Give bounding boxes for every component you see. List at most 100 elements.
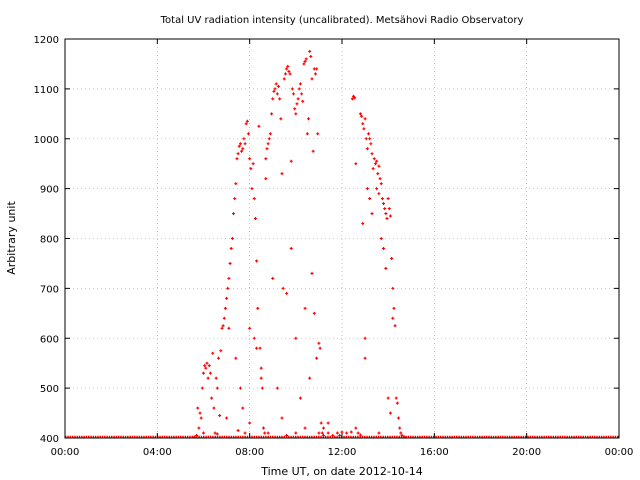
data-point [310,77,314,81]
x-tick-label: 04:00 [143,447,172,458]
data-point [259,376,263,380]
data-point [240,149,244,153]
data-point [361,222,365,226]
data-point [248,421,252,425]
data-point [225,296,229,300]
data-point [371,167,375,171]
data-point [285,291,289,295]
data-point [313,72,317,76]
data-point [218,414,222,418]
data-point [368,197,372,201]
data-point [318,346,322,350]
data-point [388,214,392,218]
data-point [386,396,390,400]
data-point [205,361,209,365]
data-point [358,112,362,116]
data-point [258,346,262,350]
data-point [345,431,349,435]
data-points [192,49,406,439]
data-point [308,49,312,53]
data-point [383,207,387,211]
x-tick-label: 20:00 [512,447,541,458]
data-point [285,67,289,71]
data-point [229,246,233,250]
data-point [317,341,321,345]
x-axis: 00:00 04:00 08:00 12:00 16:00 20:00 00:00 [51,39,633,458]
data-point [280,172,284,176]
x-tick-label: 16:00 [420,447,449,458]
data-point [238,142,242,146]
data-point [241,406,245,410]
data-point [395,401,399,405]
data-point [236,429,240,433]
data-point [304,57,308,61]
data-point [326,431,330,435]
data-point [202,431,205,435]
data-point [287,69,291,73]
data-point [382,246,386,250]
data-point [263,431,267,435]
grid-lines [65,39,619,438]
data-point [315,356,319,360]
data-point [252,197,256,201]
data-point [243,142,247,146]
data-point [307,117,311,121]
y-tick-label: 1200 [34,35,59,46]
data-point [375,187,379,191]
data-point [361,122,365,126]
data-point [308,376,312,380]
data-point [370,152,374,156]
y-tick-label: 500 [40,384,59,395]
data-point [362,127,366,131]
data-point [283,72,287,76]
data-point [303,426,307,430]
y-axis-label: Arbitrary unit [5,201,18,275]
data-point [219,349,223,353]
data-point [316,132,320,136]
data-point [290,87,294,91]
data-point [200,386,204,390]
data-point [398,426,402,430]
data-point [274,82,278,86]
data-point [264,177,268,181]
data-point [384,212,388,216]
data-point [267,137,271,141]
data-point [243,431,247,435]
data-point [281,286,285,290]
data-point [230,237,234,240]
data-point [331,434,335,438]
data-point [271,276,275,280]
data-point [293,107,297,111]
data-point [326,421,330,425]
data-point [248,157,252,161]
data-point [358,433,362,437]
data-point [273,87,277,91]
data-point [297,87,301,91]
data-point [296,97,300,101]
x-tick-label: 00:00 [51,447,80,458]
data-point [377,192,381,196]
data-point [266,142,270,146]
data-point [385,217,389,221]
data-point [370,212,374,216]
data-point [391,286,395,290]
data-point [203,364,207,368]
data-point [249,167,253,171]
data-point [379,182,383,186]
data-point [375,159,379,163]
data-point [386,197,390,201]
data-point [248,326,252,330]
data-point [272,89,276,93]
data-point [368,137,372,141]
data-point [378,177,382,181]
data-point [360,114,364,118]
y-axis: 400 500 600 700 800 900 1000 1100 1200 [34,35,619,445]
data-point [259,366,263,370]
data-point [265,147,269,151]
data-point [210,396,214,400]
data-point [202,371,205,375]
data-point [262,426,266,430]
data-point [255,346,259,350]
data-point [399,431,403,435]
data-point [278,97,282,101]
